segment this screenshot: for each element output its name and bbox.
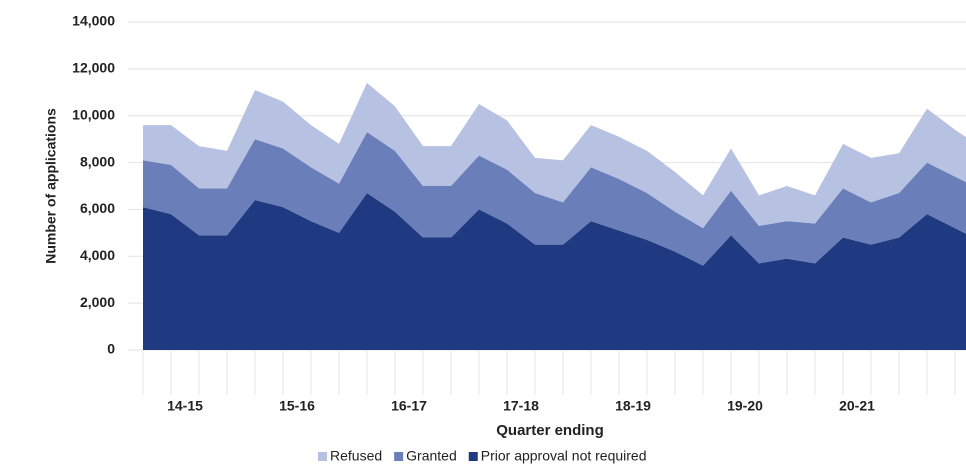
y-tick-label: 10,000 (72, 106, 115, 122)
x-tick-label: 19-20 (727, 398, 763, 414)
x-tick-label: 18-19 (615, 398, 651, 414)
x-tick-label: 20-21 (839, 398, 875, 414)
legend-swatch (468, 452, 478, 461)
y-tick-label: 6,000 (80, 200, 115, 216)
y-tick-label: 0 (107, 341, 115, 357)
area (143, 82, 966, 229)
y-tick-label: 2,000 (80, 294, 115, 310)
x-axis-title: Quarter ending (496, 422, 604, 439)
y-tick-label: 8,000 (80, 153, 115, 169)
area (143, 193, 966, 350)
y-axis-title: Number of applications (43, 108, 59, 264)
legend-label: Granted (406, 448, 457, 464)
x-tick-label: 16-17 (391, 398, 427, 414)
legend-swatch (394, 452, 404, 461)
y-tick-label: 4,000 (80, 247, 115, 263)
legend-label: Refused (330, 448, 382, 464)
y-tick-label: 12,000 (72, 60, 115, 76)
x-tick-label: 17-18 (503, 398, 539, 414)
x-tick-label: 15-16 (279, 398, 315, 414)
y-tick-label: 14,000 (72, 13, 115, 29)
legend-swatch (318, 452, 327, 461)
x-tick-label: 14-15 (167, 398, 203, 414)
legend-label: Prior approval not required (481, 448, 647, 464)
area (143, 132, 966, 266)
